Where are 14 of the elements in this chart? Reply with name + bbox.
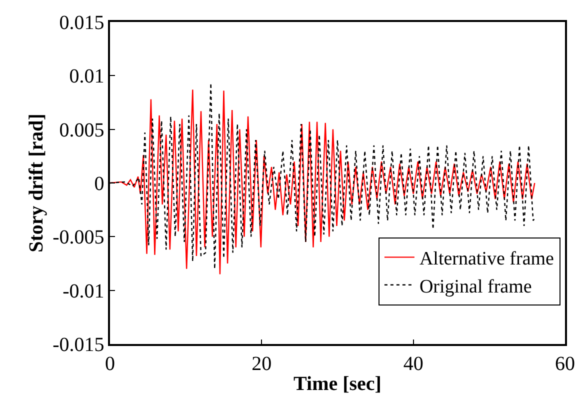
y-tick-label: 0.005 <box>59 119 104 142</box>
y-axis-title: Story drift [rad] <box>26 114 48 252</box>
x-tick-label: 40 <box>403 352 424 375</box>
x-tick-label: 60 <box>555 352 575 375</box>
legend-label: Original frame <box>419 276 532 298</box>
legend-label: Alternative frame <box>419 248 554 270</box>
y-tick-label: -0.015 <box>52 334 104 356</box>
y-tick-label: -0.005 <box>52 226 104 249</box>
y-tick-label: 0.015 <box>59 12 104 34</box>
y-tick-label: 0.01 <box>69 66 104 88</box>
x-tick-label: 20 <box>252 352 272 375</box>
y-tick-label: 0 <box>94 173 104 195</box>
y-tick-label: -0.01 <box>62 280 104 302</box>
x-axis-title: Time [sec] <box>294 372 382 395</box>
